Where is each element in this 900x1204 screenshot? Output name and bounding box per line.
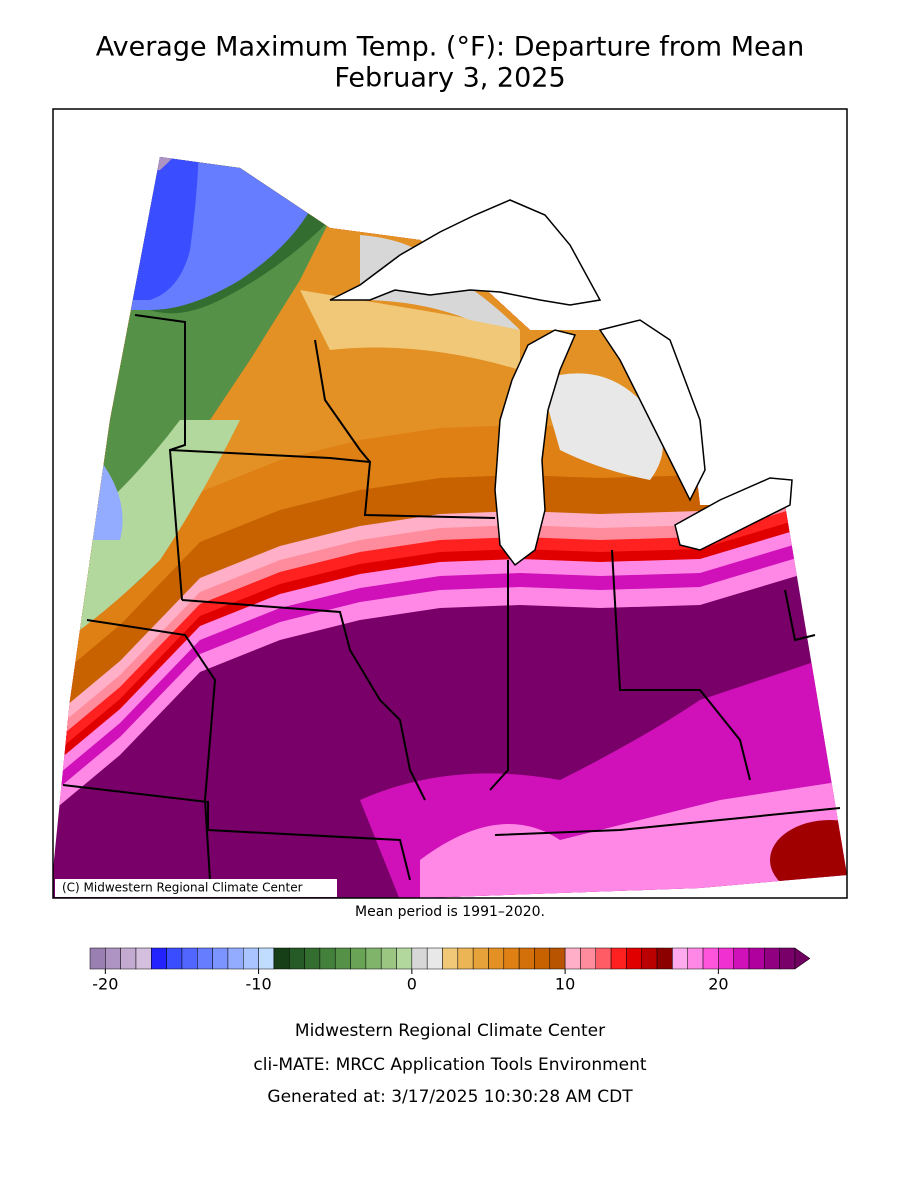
footer-line: cli-MATE: MRCC Application Tools Environ… [253, 1055, 646, 1075]
credit-box [55, 879, 337, 897]
colorbar-swatch [564, 947, 581, 970]
colorbar-swatch [227, 947, 244, 970]
colorbar-swatch [472, 947, 489, 970]
colorbar-swatch [442, 947, 459, 970]
mean-period: Mean period is 1991–2020. [355, 904, 545, 920]
colorbar-swatch [120, 947, 137, 970]
colorbar-swatch [135, 947, 152, 970]
colorbar-arrow [794, 947, 811, 970]
colorbar-swatch [166, 947, 183, 970]
boundaries [62, 314, 841, 881]
colorbar-swatch [181, 947, 198, 970]
colorbar-swatch [641, 947, 658, 970]
field-band [770, 820, 847, 898]
lakes [329, 199, 793, 567]
colorbar-swatch [258, 947, 275, 970]
colorbar-swatch [350, 947, 367, 970]
colorbar-tick-label: 20 [708, 975, 728, 994]
colorbar-tick-label: 0 [407, 975, 417, 994]
colorbar-swatch [243, 947, 259, 970]
field-band [53, 157, 200, 300]
colorbar-swatch [656, 947, 673, 970]
colorbar-swatch [319, 947, 336, 970]
colorbar-swatch [197, 947, 213, 970]
subtitle: February 3, 2025 [334, 63, 565, 94]
colorbar-swatch [426, 947, 443, 970]
field-band [300, 290, 520, 370]
field-band [53, 420, 240, 640]
colorbar-swatch [334, 947, 351, 970]
field-band [540, 373, 663, 480]
colorbar-swatch [89, 947, 106, 970]
colorbar-swatch [718, 947, 734, 970]
colorbar-swatch [779, 947, 796, 970]
colorbar-swatch [411, 947, 428, 970]
colorbar-swatch [380, 947, 397, 970]
colorbar-tick-label: -20 [92, 975, 118, 994]
colorbar-swatch [457, 947, 474, 970]
colorbar-swatch [105, 947, 121, 970]
colorbar-tick-label: -10 [246, 975, 272, 994]
field-band [420, 780, 847, 898]
colorbar-swatch [518, 947, 535, 970]
colorbar-swatch [595, 947, 612, 970]
colorbar-swatch [304, 947, 321, 970]
colorbar-swatch [748, 947, 765, 970]
colorbar: -20 -10 0 10 20 [89, 947, 811, 994]
colorbar-swatch [273, 947, 290, 970]
colorbar-swatch [626, 947, 642, 970]
title: Average Maximum Temp. (°F): Departure fr… [96, 32, 805, 63]
colorbar-swatch [151, 947, 167, 970]
colorbar-swatch [534, 947, 551, 970]
colorbar-swatch [672, 947, 688, 970]
colorbar-swatch [549, 947, 566, 970]
colorbar-tick-label: 10 [555, 975, 575, 994]
colorbar-swatch [503, 947, 520, 970]
colorbar-swatch [488, 947, 505, 970]
map-frame [52, 108, 848, 899]
colorbar-swatch [702, 947, 719, 970]
colorbar-swatch [580, 947, 597, 970]
colorbar-swatch [764, 947, 780, 970]
footer-line: Midwestern Regional Climate Center [295, 1021, 605, 1041]
credit: (C) Midwestern Regional Climate Center [62, 881, 303, 895]
colorbar-swatch [288, 947, 305, 970]
colorbar-swatch [396, 947, 413, 970]
colorbar-swatch [365, 947, 382, 970]
colorbar-swatch [733, 947, 750, 970]
colorbar-swatch [212, 947, 229, 970]
footer-line: Generated at: 3/17/2025 10:30:28 AM CDT [267, 1087, 633, 1107]
colorbar-swatch [610, 947, 627, 970]
colorbar-swatch [687, 947, 704, 970]
